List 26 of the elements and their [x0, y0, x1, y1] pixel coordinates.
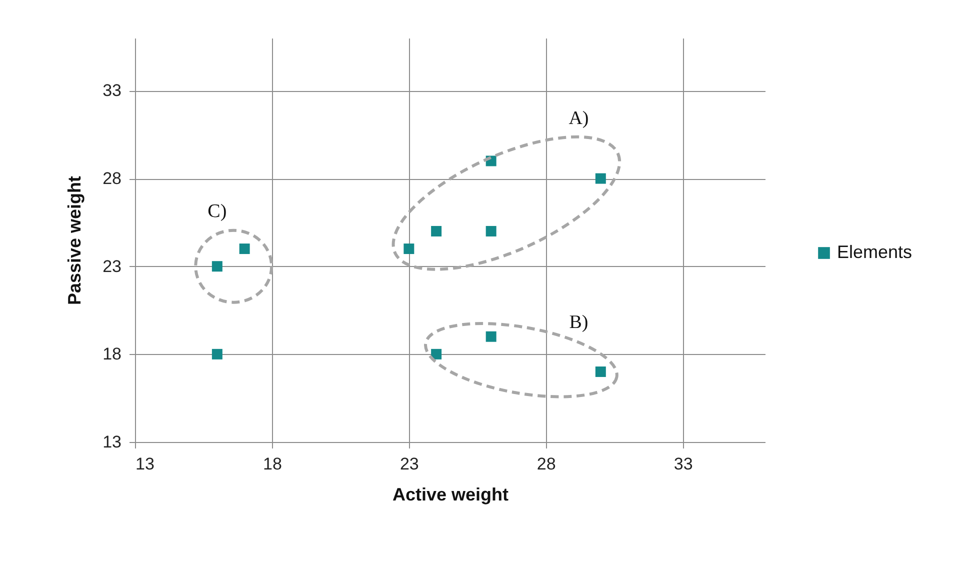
y-tick-label: 18: [102, 344, 122, 364]
point: [595, 366, 606, 377]
y-axis-title: Passive weight: [64, 176, 85, 306]
x-tick-label: 33: [674, 454, 693, 474]
legend-label: Elements: [837, 242, 912, 262]
annotation: A): [568, 108, 589, 130]
x-axis-title: Active weight: [392, 484, 509, 504]
x-tick-label: 28: [536, 454, 556, 474]
point: [431, 348, 442, 360]
y-tick-label: 28: [102, 169, 122, 188]
y-tick-label: 33: [102, 81, 122, 100]
point: [595, 173, 606, 184]
point: [404, 244, 414, 254]
y-tick-label: 23: [102, 256, 122, 276]
y-tick-label: 13: [102, 432, 122, 452]
annotation: B): [569, 312, 588, 333]
point: [486, 331, 496, 342]
point: [431, 226, 442, 236]
point: [239, 244, 250, 254]
point: [212, 348, 222, 360]
point: [486, 226, 496, 236]
x-tick-label: 13: [136, 454, 154, 474]
x-tick-label: 23: [400, 454, 419, 474]
point: [212, 261, 222, 272]
x-tick-label: 18: [262, 454, 282, 474]
annotation: C): [208, 201, 227, 222]
